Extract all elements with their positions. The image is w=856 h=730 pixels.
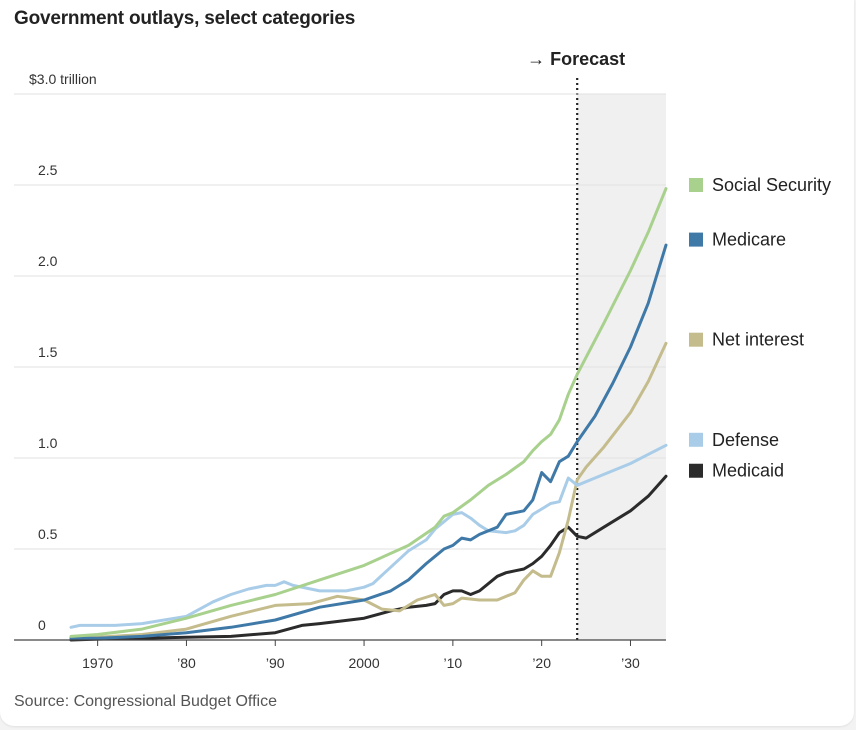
grid: 0 0.5 1.0 1.5 2.0 2.5 $3.0 trillion bbox=[14, 71, 666, 633]
y-tick-label: 0 bbox=[38, 617, 46, 633]
y-tick-label: 2.0 bbox=[38, 253, 58, 269]
legend-swatch bbox=[689, 463, 703, 478]
x-tick-label: 1970 bbox=[82, 655, 113, 671]
series-line-net-interest bbox=[69, 341, 668, 640]
series-line-defense bbox=[69, 443, 668, 629]
y-tick-label: 1.0 bbox=[38, 435, 58, 451]
x-tick-label: ’20 bbox=[532, 655, 551, 671]
y-tick-label: 0.5 bbox=[38, 526, 58, 542]
legend-swatch bbox=[689, 432, 703, 447]
forecast-region: → Forecast bbox=[527, 49, 666, 640]
series-line-medicare bbox=[69, 243, 668, 640]
legend-label: Social Security bbox=[712, 175, 831, 195]
legend-swatch bbox=[689, 178, 703, 192]
x-tick-label: ’10 bbox=[444, 655, 463, 671]
source-note: Source: Congressional Budget Office bbox=[14, 693, 277, 710]
chart-title: Government outlays, select categories bbox=[14, 8, 356, 29]
x-tick-label: 2000 bbox=[348, 655, 379, 671]
legend-label: Defense bbox=[712, 430, 779, 450]
x-tick-label: ’80 bbox=[177, 655, 196, 671]
y-tick-label: 2.5 bbox=[38, 162, 58, 178]
legend-swatch bbox=[689, 332, 703, 347]
axes: 1970 ’80 ’90 2000 ’10 ’20 ’30 bbox=[14, 639, 666, 671]
legend-label: Medicaid bbox=[712, 461, 784, 481]
forecast-label: → Forecast bbox=[527, 49, 625, 69]
legend-label: Net interest bbox=[712, 330, 804, 350]
x-tick-label: ’90 bbox=[266, 655, 285, 671]
legend: Social Security Medicare Net interest Defen… bbox=[689, 175, 831, 481]
y-tick-label: $3.0 trillion bbox=[29, 71, 97, 87]
series-lines bbox=[69, 187, 668, 642]
series-line-social-security bbox=[69, 187, 668, 638]
x-tick-label: ’30 bbox=[621, 655, 640, 671]
y-tick-label: 1.5 bbox=[38, 344, 58, 360]
legend-label: Medicare bbox=[712, 230, 786, 250]
legend-swatch bbox=[689, 232, 703, 247]
series-line-medicaid bbox=[69, 474, 668, 642]
